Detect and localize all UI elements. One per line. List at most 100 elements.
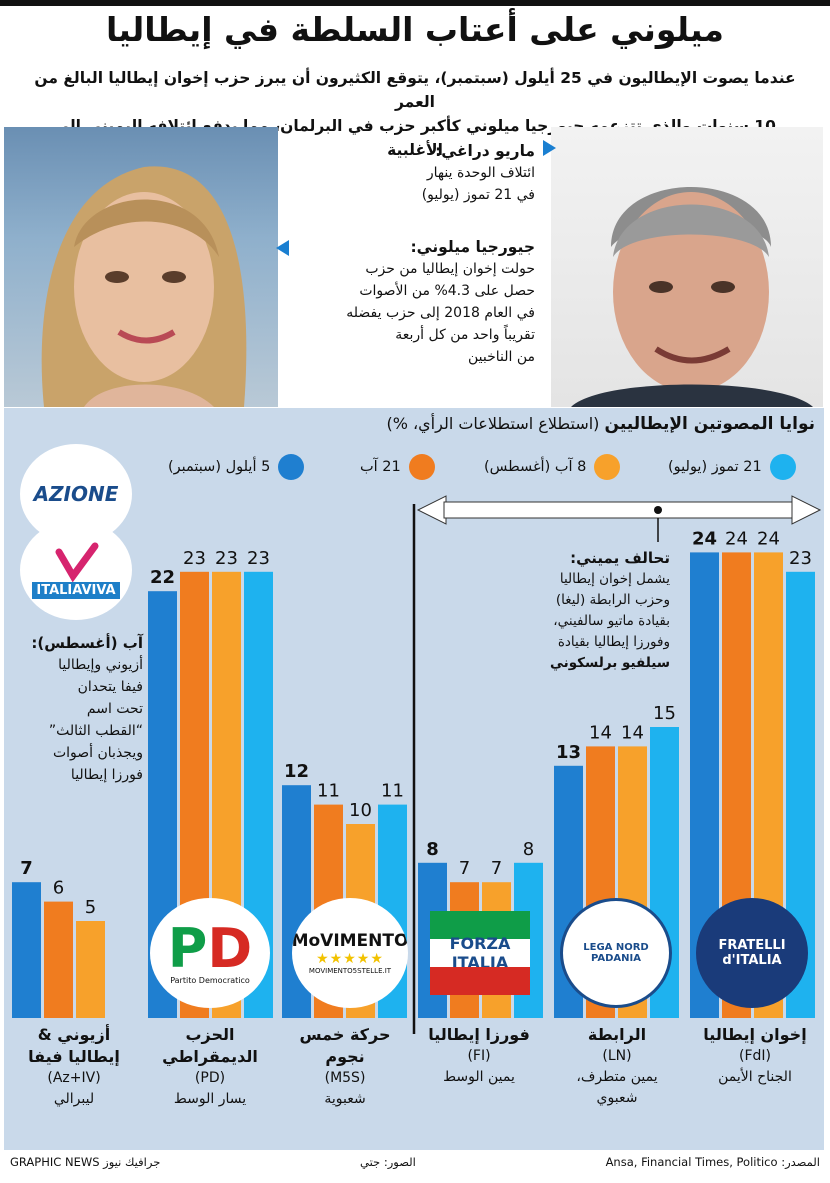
bar-value-label: 11 (381, 781, 404, 802)
party-desc: يسار الوسط (173, 1091, 247, 1107)
meloni-photo (4, 127, 278, 407)
coalition-line-3: بقيادة ماتيو سالفيني، (553, 613, 670, 629)
party-label-aziv: أزيوني & إيطاليا فيفا (Az+IV) ليبرالي (8, 1024, 140, 1110)
draghi-pointer-icon (543, 140, 556, 156)
coalition-title: تحالف يميني: (570, 549, 670, 567)
lega-logo-text: LEGA NORD PADANIA (583, 942, 649, 964)
bar-value-label: 23 (215, 548, 238, 569)
meloni-line-4: تقريباً واحد من كل أربعة (395, 327, 535, 343)
draghi-bio: ماريو دراغي: ائتلاف الوحدة ينهار في 21 ت… (300, 140, 535, 206)
subtitle-line-1: عندما يصوت الإيطاليون في 25 أيلول (سبتمب… (34, 69, 796, 111)
legend-aug8: 8 آب (أغسطس) (484, 452, 621, 482)
m5s-logo: MoVIMENTO ★★★★★ MOVIMENTO5STELLE.IT (292, 898, 408, 1008)
coalition-line-5: سيلفيو برلسكوني (549, 655, 670, 671)
italiaviva-logo: ITALIAVIVA (20, 520, 132, 620)
bar-value-label: 7 (20, 858, 33, 879)
bar-value-label: 24 (757, 528, 780, 549)
party-desc: ليبرالي (53, 1091, 95, 1107)
chart-title-main: نوايا المصوتين الإيطاليين (604, 414, 815, 434)
party-name: إخوان إيطاليا (703, 1025, 807, 1044)
party-abbr: (Az+IV) (47, 1070, 101, 1086)
coalition-note: تحالف يميني: يشمل إخوان إيطاليا وحزب الر… (505, 548, 670, 674)
bar-value-label: 14 (589, 722, 612, 743)
azione-note-title: آب (أغسطس): (31, 634, 143, 652)
meloni-name: جيورجيا ميلوني: (410, 238, 535, 256)
party-name: أزيوني & إيطاليا فيفا (28, 1025, 120, 1066)
legend-aug21: 21 آب (360, 452, 435, 482)
azione-note-line-1: أزيوني وإيطاليا (58, 657, 143, 673)
italiaviva-logo-text: ITALIAVIVA (32, 581, 120, 599)
bar-value-label: 11 (317, 781, 340, 802)
fdi-logo: FRATELLI d'ITALIA (696, 898, 808, 1008)
coalition-line-1: يشمل إخوان إيطاليا (559, 571, 670, 587)
bar-aziv-2 (44, 901, 73, 1018)
meloni-portrait-icon (41, 166, 247, 407)
bar-value-label: 8 (426, 839, 439, 860)
bar-value-label: 15 (653, 703, 676, 724)
legend-label: 5 أيلول (سبتمبر) (168, 459, 271, 475)
pd-logo-sub: Partito Democratico (170, 975, 250, 985)
bar-value-label: 14 (621, 722, 644, 743)
bar-value-label: 7 (459, 858, 470, 879)
bar-value-label: 7 (491, 858, 502, 879)
azione-note-line-3: تحت اسم (86, 701, 143, 717)
azione-note-line-4: “القطب الثالث” (48, 723, 143, 739)
bar-value-label: 24 (725, 528, 748, 549)
meloni-line-3: في العام 2018 إلى حزب يفضله (346, 305, 535, 321)
pd-logo: PD Partito Democratico (150, 898, 270, 1008)
m5s-logo-sub: MOVIMENTO5STELLE.IT (308, 967, 392, 975)
legend-label: 8 آب (أغسطس) (484, 459, 587, 475)
party-name: الرابطة (587, 1025, 647, 1044)
top-rule (0, 0, 830, 6)
bar-value-label: 5 (85, 897, 96, 918)
meloni-line-1: حولت إخوان إيطاليا من حزب (365, 261, 535, 277)
party-abbr: (LN) (602, 1048, 632, 1064)
chart-title: نوايا المصوتين الإيطاليين (استطلاع استطل… (386, 414, 815, 434)
meloni-bio: جيورجيا ميلوني: حولت إخوان إيطاليا من حز… (300, 236, 535, 368)
azione-note-line-2: فيفا يتحدان (77, 679, 143, 695)
party-label-pd: الحزب الديمقراطي (PD) يسار الوسط (145, 1024, 275, 1110)
party-label-ln: الرابطة (LN) يمين متطرف، شعبوي (552, 1024, 682, 1109)
draghi-line-2: في 21 تموز (يوليو) (421, 187, 535, 203)
draghi-photo (551, 127, 823, 407)
draghi-name: ماريو دراغي: (435, 142, 535, 160)
lega-logo: LEGA NORD PADANIA (560, 898, 672, 1008)
party-abbr: (FI) (467, 1048, 491, 1064)
legend-dot-icon (278, 454, 305, 480)
pd-logo-text: PD (167, 916, 253, 980)
bar-aziv-1 (76, 921, 105, 1018)
legend-dot-icon (769, 454, 796, 480)
meloni-line-2: حصل على 4.3% من الأصوات (359, 283, 535, 299)
legend-label: 21 آب (360, 459, 401, 475)
draghi-line-1: ائتلاف الوحدة ينهار (426, 165, 535, 181)
party-name: حركة خمس نجوم (299, 1025, 391, 1066)
bar-value-label: 8 (523, 839, 534, 860)
party-desc: يمين الوسط (443, 1069, 515, 1085)
party-desc: شعبوية (324, 1091, 366, 1107)
bar-value-label: 22 (150, 567, 175, 588)
coalition-line-2: وحزب الرابطة (ليغا) (555, 592, 670, 608)
legend-dot-icon (594, 454, 621, 480)
bar-value-label: 6 (53, 878, 64, 899)
bar-value-label: 12 (284, 761, 309, 782)
meloni-pointer-icon (276, 240, 289, 256)
azione-logo-text: AZIONE (33, 482, 119, 506)
party-label-fdi: إخوان إيطاليا (FdI) الجناح الأيمن (690, 1024, 820, 1088)
m5s-logo-text: MoVIMENTO (292, 931, 408, 951)
legend-label: 21 تموز (يوليو) (668, 459, 762, 475)
coalition-line-4: وفورزا إيطاليا بقيادة (557, 634, 670, 650)
page-title: ميلوني على أعتاب السلطة في إيطاليا (106, 10, 724, 49)
draghi-portrait-icon (571, 187, 813, 407)
party-desc: الجناح الأيمن (718, 1069, 792, 1085)
bar-value-label: 23 (789, 548, 812, 569)
legend-jul21: 21 تموز (يوليو) (668, 452, 796, 482)
party-abbr: (M5S) (324, 1070, 366, 1086)
fdi-logo-text: FRATELLI d'ITALIA (718, 938, 786, 968)
party-label-fi: فورزا إيطاليا (FI) يمين الوسط (414, 1024, 544, 1088)
photo-credit: الصور: جتي (360, 1155, 416, 1169)
party-desc: يمين متطرف، شعبوي (576, 1069, 658, 1106)
party-abbr: (FdI) (738, 1048, 771, 1064)
coalition-bracket (412, 495, 822, 1034)
party-abbr: (PD) (194, 1070, 226, 1086)
bar-value-label: 10 (349, 800, 372, 821)
